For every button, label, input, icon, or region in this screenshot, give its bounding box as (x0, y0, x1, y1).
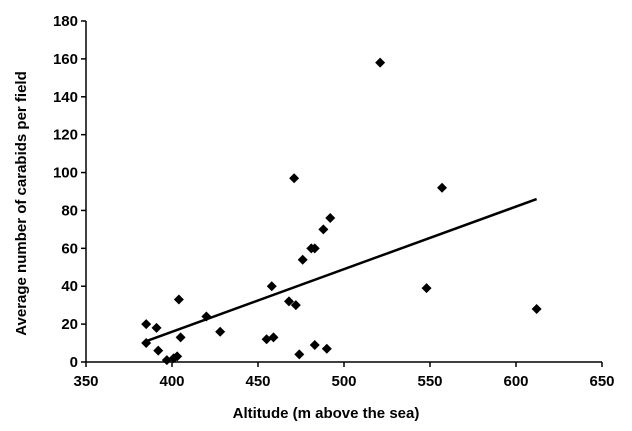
data-point (309, 339, 320, 350)
data-point (294, 349, 305, 360)
data-point (290, 300, 301, 311)
x-tick-label: 500 (331, 373, 356, 390)
data-point (151, 322, 162, 333)
y-tick-label: 40 (61, 278, 78, 295)
data-point (531, 303, 542, 314)
data-point (297, 254, 308, 265)
x-axis: 350 400 450 500 550 600 650 (73, 361, 615, 390)
y-tick-label: 100 (53, 165, 78, 182)
data-point (421, 283, 432, 294)
data-point (289, 173, 300, 184)
y-tick-label: 160 (53, 51, 78, 68)
y-axis-title: Average number of carabids per field (13, 71, 30, 336)
y-tick-label: 120 (53, 127, 78, 144)
x-axis-title: Altitude (m above the sea) (233, 405, 420, 422)
data-point (175, 332, 186, 343)
data-point (309, 243, 320, 254)
y-axis: 0 20 40 60 80 100 120 140 160 180 (53, 13, 87, 371)
data-point (321, 343, 332, 354)
x-tick-label: 550 (417, 373, 442, 390)
y-tick-label: 60 (61, 240, 78, 257)
x-tick-label: 450 (245, 373, 270, 390)
x-tick-label: 350 (73, 373, 98, 390)
data-point (173, 294, 184, 305)
y-tick-label: 0 (70, 354, 78, 371)
data-point (215, 326, 226, 337)
data-point (172, 351, 183, 362)
y-tick-label: 80 (61, 202, 78, 219)
trendline (145, 197, 538, 343)
trendline-group (145, 197, 538, 343)
data-point (325, 213, 336, 224)
y-tick-label: 140 (53, 89, 78, 106)
x-tick-label: 650 (589, 373, 614, 390)
y-tick-label: 20 (61, 316, 78, 333)
data-point (437, 182, 448, 193)
data-point (268, 332, 279, 343)
data-point (318, 224, 329, 235)
data-points (141, 57, 542, 366)
data-point (141, 319, 152, 330)
data-point (153, 345, 164, 356)
data-point (283, 296, 294, 307)
x-tick-label: 600 (503, 373, 528, 390)
x-tick-label: 400 (159, 373, 184, 390)
data-point (375, 57, 386, 68)
y-tick-label: 180 (53, 13, 78, 30)
data-point (266, 281, 277, 292)
